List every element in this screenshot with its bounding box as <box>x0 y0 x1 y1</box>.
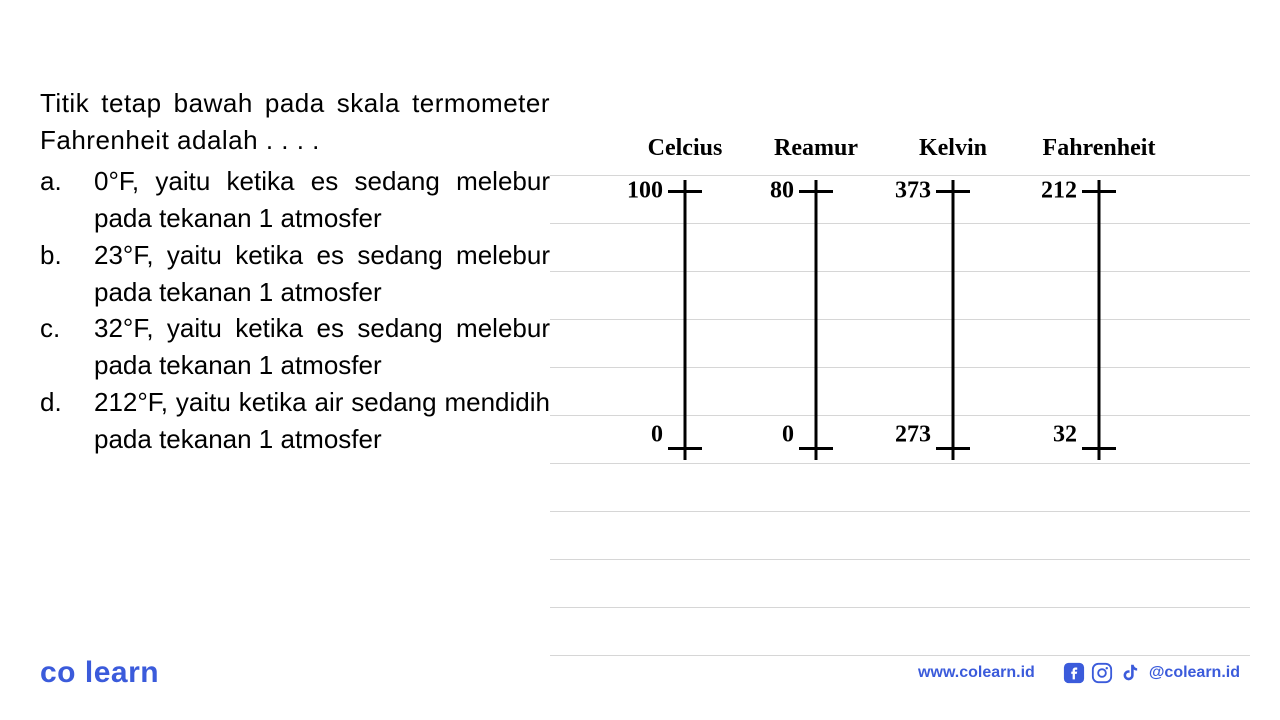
scale-title: Kelvin <box>919 135 987 162</box>
logo-co: co <box>40 656 76 689</box>
tick-bottom <box>668 447 702 450</box>
scale-bottom-value: 273 <box>895 422 931 449</box>
option-d: d. 212°F, yaitu ketika air sedang mendid… <box>40 384 550 458</box>
content: Titik tetap bawah pada skala termometer … <box>0 0 1280 460</box>
footer: co learn www.colearn.id @colearn.id <box>40 656 1240 690</box>
option-a: a. 0°F, yaitu ketika es sedang melebur p… <box>40 163 550 237</box>
diagram-column: Celcius 100 0 Reamur 80 0 <box>550 85 1250 460</box>
social-handle: @colearn.id <box>1149 664 1240 682</box>
option-label: d. <box>40 384 94 458</box>
facebook-icon <box>1063 662 1085 684</box>
scale-bottom-value: 0 <box>651 422 663 449</box>
scale-top-value: 373 <box>895 178 931 205</box>
scale-bottom-value: 32 <box>1053 422 1077 449</box>
option-text: 0°F, yaitu ketika es sedang melebur pada… <box>94 163 550 237</box>
tick-top <box>936 190 970 193</box>
tick-bottom <box>936 447 970 450</box>
tick-top <box>1082 190 1116 193</box>
scale-fahrenheit: Fahrenheit 212 32 <box>1024 135 1174 460</box>
option-text: 32°F, yaitu ketika es sedang melebur pad… <box>94 310 550 384</box>
footer-url: www.colearn.id <box>918 664 1035 682</box>
question-prompt: Titik tetap bawah pada skala termometer … <box>40 85 550 159</box>
scale-body: 212 32 <box>1024 180 1174 460</box>
scale-celcius: Celcius 100 0 <box>620 135 750 460</box>
option-text: 23°F, yaitu ketika es sedang melebur pad… <box>94 237 550 311</box>
scale-kelvin: Kelvin 373 273 <box>882 135 1024 460</box>
tick-bottom <box>799 447 833 450</box>
scale-title: Fahrenheit <box>1043 135 1156 162</box>
footer-right: www.colearn.id @colearn.id <box>918 662 1240 684</box>
option-label: b. <box>40 237 94 311</box>
options-list: a. 0°F, yaitu ketika es sedang melebur p… <box>40 163 550 458</box>
option-text: 212°F, yaitu ketika air sedang mendidih … <box>94 384 550 458</box>
scale-title: Celcius <box>648 135 723 162</box>
scale-top-value: 100 <box>627 178 663 205</box>
tick-top <box>799 190 833 193</box>
scale-axis <box>815 180 818 460</box>
question-column: Titik tetap bawah pada skala termometer … <box>40 85 550 460</box>
option-c: c. 32°F, yaitu ketika es sedang melebur … <box>40 310 550 384</box>
scale-reamur: Reamur 80 0 <box>750 135 882 460</box>
option-label: c. <box>40 310 94 384</box>
tick-bottom <box>1082 447 1116 450</box>
scale-axis <box>684 180 687 460</box>
option-b: b. 23°F, yaitu ketika es sedang melebur … <box>40 237 550 311</box>
scale-top-value: 212 <box>1041 178 1077 205</box>
instagram-icon <box>1091 662 1113 684</box>
logo-learn: learn <box>85 656 159 689</box>
scale-axis <box>952 180 955 460</box>
scale-axis <box>1098 180 1101 460</box>
option-label: a. <box>40 163 94 237</box>
scale-title: Reamur <box>774 135 858 162</box>
scale-body: 100 0 <box>620 180 750 460</box>
social-icons: @colearn.id <box>1063 662 1240 684</box>
scale-body: 373 273 <box>882 180 1024 460</box>
tick-top <box>668 190 702 193</box>
tiktok-icon <box>1119 662 1141 684</box>
scales-row: Celcius 100 0 Reamur 80 0 <box>620 135 1250 460</box>
brand-logo: co learn <box>40 656 159 690</box>
scale-top-value: 80 <box>770 178 794 205</box>
scale-body: 80 0 <box>750 180 882 460</box>
scale-bottom-value: 0 <box>782 422 794 449</box>
